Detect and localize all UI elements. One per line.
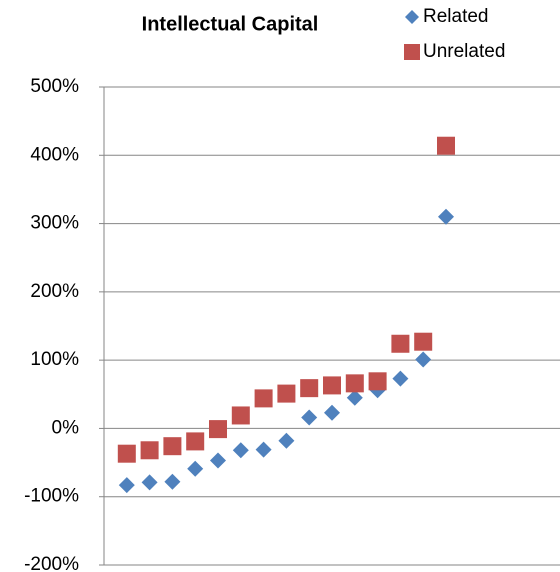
point (187, 460, 204, 477)
point (346, 389, 363, 406)
point (391, 334, 410, 353)
point (141, 474, 158, 491)
chart-title: Intellectual Capital (142, 13, 319, 35)
point (345, 374, 364, 393)
point (117, 444, 136, 463)
y-tick-label: 300% (30, 213, 79, 234)
point (414, 332, 433, 351)
point (277, 384, 296, 403)
point (118, 477, 135, 494)
point (324, 404, 340, 421)
point (300, 379, 319, 398)
y-tick-label: 0% (52, 417, 80, 438)
y-tick-label: -200% (24, 554, 79, 572)
legend-marker (405, 10, 419, 24)
point (163, 437, 182, 456)
legend-label: Unrelated (423, 41, 505, 62)
point (164, 473, 181, 490)
point (186, 432, 205, 451)
point (232, 442, 249, 459)
point (392, 370, 409, 387)
y-tick-label: 400% (30, 144, 79, 165)
point (415, 351, 432, 368)
legend-marker (404, 44, 420, 60)
point (438, 208, 454, 225)
y-tick-label: 100% (30, 349, 79, 370)
y-tick-label: -100% (24, 486, 79, 507)
point (255, 441, 272, 458)
point (301, 409, 318, 426)
point (254, 389, 273, 408)
point (231, 406, 250, 425)
point (209, 420, 227, 439)
point (278, 432, 295, 449)
point (140, 441, 159, 460)
point (323, 376, 341, 395)
y-tick-label: 500% (30, 76, 79, 97)
legend-label: Related (423, 6, 489, 27)
y-tick-label: 200% (30, 281, 79, 302)
point (437, 136, 455, 155)
point (368, 372, 387, 391)
point (210, 452, 226, 469)
